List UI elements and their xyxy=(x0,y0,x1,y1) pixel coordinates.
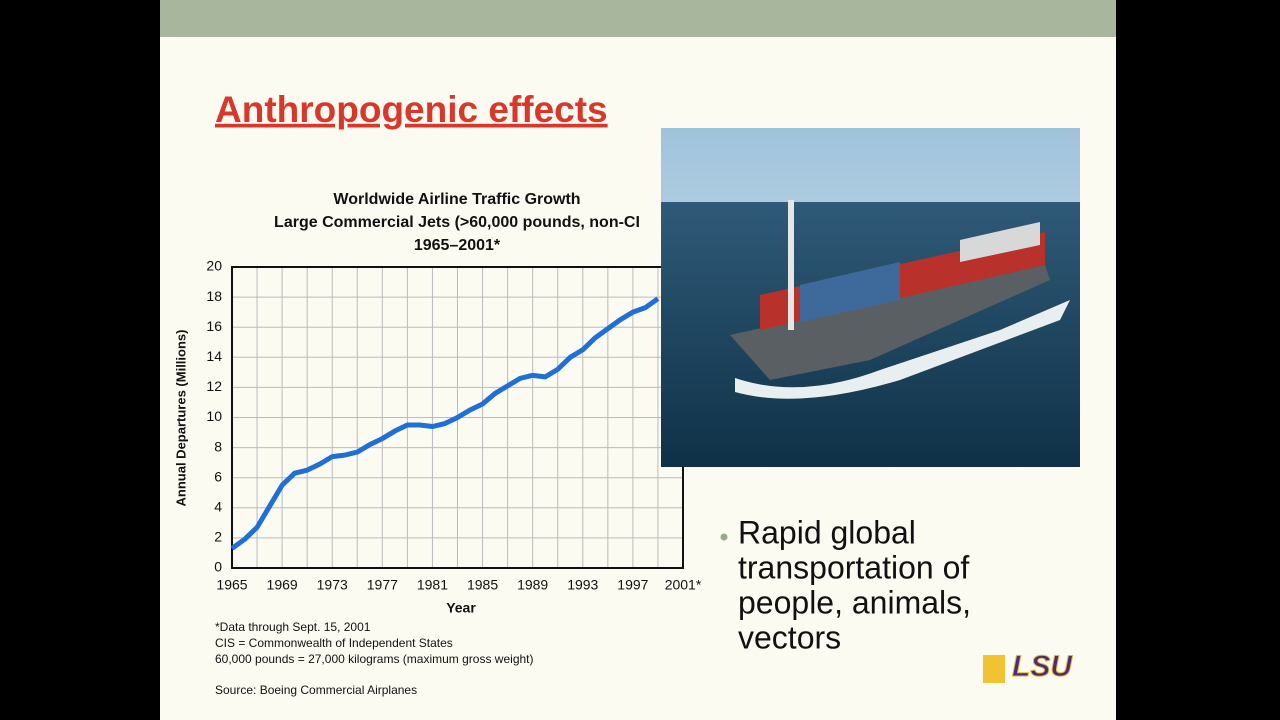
y-axis-label: Annual Departures (Millions) xyxy=(173,330,188,507)
y-tick-label: 0 xyxy=(214,559,222,575)
bullet-line: vectors xyxy=(738,619,841,655)
x-tick-label: 1985 xyxy=(467,577,498,593)
top-band xyxy=(160,0,1116,37)
y-tick-label: 2 xyxy=(214,529,222,545)
y-tick-label: 20 xyxy=(206,258,222,274)
x-tick-label: 1965 xyxy=(216,577,247,593)
slide-title: Anthropogenic effects xyxy=(215,89,608,130)
chart-title: Worldwide Airline Traffic Growth xyxy=(333,191,580,208)
x-tick-label: 2001* xyxy=(665,577,702,593)
bullet-line: people, animals, xyxy=(738,584,971,620)
chart: Worldwide Airline Traffic Growth Large Co… xyxy=(173,191,701,697)
y-tick-label: 10 xyxy=(206,408,222,424)
footnote: CIS = Commonwealth of Independent States xyxy=(215,636,453,650)
x-tick-label: 1977 xyxy=(367,577,398,593)
x-tick-label: 1969 xyxy=(267,577,298,593)
x-tick-label: 1981 xyxy=(417,577,448,593)
chart-title: 1965–2001* xyxy=(414,237,501,254)
y-tick-label: 14 xyxy=(206,348,222,364)
x-tick-label: 1989 xyxy=(517,577,548,593)
bullet-line: transportation of xyxy=(738,549,969,585)
y-tick-label: 6 xyxy=(214,468,222,484)
y-tick-label: 18 xyxy=(206,288,222,304)
y-tick-label: 4 xyxy=(214,499,222,515)
footnote: *Data through Sept. 15, 2001 xyxy=(215,620,371,634)
bullet-line: Rapid global xyxy=(738,514,916,550)
x-tick-label: 1973 xyxy=(317,577,348,593)
logo-icon xyxy=(983,655,1005,683)
chart-title: Large Commercial Jets (>60,000 pounds, n… xyxy=(274,214,640,231)
photo xyxy=(661,128,1080,467)
source: Source: Boeing Commercial Airplanes xyxy=(215,683,417,697)
x-axis-label: Year xyxy=(446,600,476,616)
data-line xyxy=(230,296,660,551)
x-tick-label: 1993 xyxy=(567,577,598,593)
x-tick-label: 1997 xyxy=(617,577,648,593)
footnote: 60,000 pounds = 27,000 kilograms (maximu… xyxy=(215,652,534,666)
logo: LSU xyxy=(1012,650,1073,683)
bullet-dot xyxy=(720,533,728,541)
y-tick-label: 16 xyxy=(206,318,222,334)
y-tick-label: 8 xyxy=(214,438,222,454)
y-tick-label: 12 xyxy=(206,378,222,394)
